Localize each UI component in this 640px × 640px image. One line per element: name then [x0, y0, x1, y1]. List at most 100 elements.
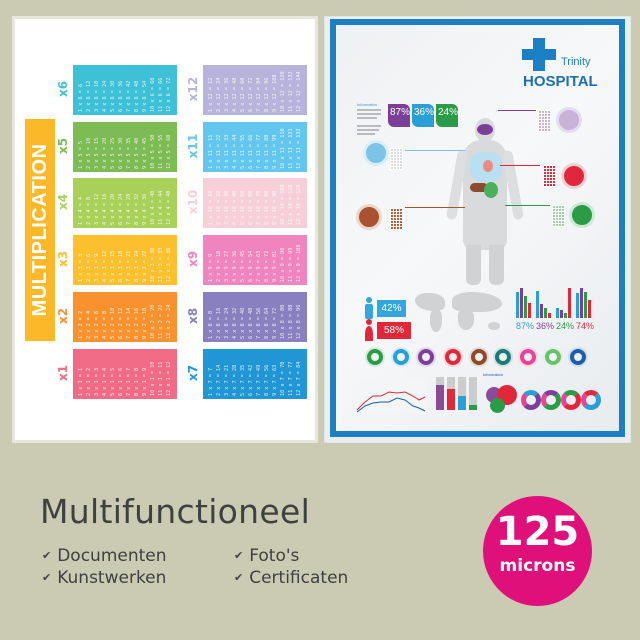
icon-body	[365, 326, 373, 341]
liver-circle-icon	[356, 204, 382, 230]
table-line: 6 x 1 = 6	[118, 367, 124, 396]
table-line: 10 x 4 = 40	[150, 190, 156, 225]
check-icon: ✔	[42, 571, 52, 584]
badge-value: 125	[495, 509, 580, 555]
bar	[520, 288, 523, 318]
table-line: 8 x 7 = 56	[264, 364, 270, 396]
table-line: 9 x 11 = 99	[272, 134, 278, 169]
table-line: 10 x 10 = 100	[280, 184, 286, 225]
table-line: 11 x 1 = 11	[158, 361, 164, 396]
table-label: x5	[56, 137, 70, 155]
table-label: x11	[186, 133, 200, 159]
table-line: 4 x 6 = 24	[102, 80, 108, 112]
table-line: 5 x 12 = 60	[240, 77, 246, 112]
table-line: 10 x 9 = 90	[280, 247, 286, 282]
icon-glyph	[397, 353, 405, 361]
bar-group-percent: 87%	[516, 321, 535, 331]
table-line: 6 x 6 = 36	[118, 80, 124, 112]
bar	[560, 310, 563, 318]
table-line: 6 x 12 = 72	[248, 77, 254, 112]
table-line: 12 x 2 = 24	[166, 304, 172, 339]
table-line: 5 x 8 = 40	[240, 307, 246, 339]
table-line: 3 x 10 = 30	[224, 190, 230, 225]
table-line: 7 x 10 = 70	[256, 190, 262, 225]
table-line: 4 x 9 = 36	[232, 250, 238, 282]
table-line: 9 x 7 = 63	[272, 364, 278, 396]
table-line: 2 x 10 = 20	[216, 190, 222, 225]
table-line: 3 x 1 = 3	[94, 367, 100, 396]
table-line: 10 x 11 = 110	[280, 128, 286, 169]
table-line: 11 x 6 = 66	[158, 77, 164, 112]
bar	[568, 288, 571, 318]
bar	[584, 292, 587, 318]
table-line: 7 x 3 = 21	[126, 250, 132, 282]
icon-glyph	[499, 353, 507, 361]
bar	[580, 288, 583, 318]
bar-group-percent: 24%	[556, 321, 575, 331]
gender-percent: 42%	[377, 300, 406, 317]
table-line: 3 x 9 = 27	[224, 250, 230, 282]
table-line: 11 x 7 = 77	[288, 361, 294, 396]
bar-group-percent: 36%	[536, 321, 555, 331]
lungs-icon	[391, 347, 411, 367]
table-line: 9 x 5 = 45	[142, 137, 148, 169]
table-line: 8 x 6 = 48	[134, 80, 140, 112]
table-line: 1 x 5 = 5	[78, 140, 84, 169]
table-line: 10 x 7 = 70	[280, 361, 286, 396]
donut-chart	[561, 390, 581, 410]
table-line: 5 x 7 = 35	[240, 364, 246, 396]
sleep-icon	[543, 347, 563, 367]
table-line: 9 x 3 = 27	[142, 250, 148, 282]
table-line: 6 x 3 = 18	[118, 250, 124, 282]
bar	[548, 313, 551, 318]
table-line: 4 x 11 = 44	[232, 134, 238, 169]
table-line: 8 x 3 = 24	[134, 250, 140, 282]
table-line: 7 x 1 = 7	[126, 367, 132, 396]
table-line: 12 x 12 = 144	[296, 71, 302, 112]
table-line: 1 x 6 = 6	[78, 83, 84, 112]
table-line: 1 x 12 = 12	[208, 77, 214, 112]
table-line: 10 x 8 = 80	[280, 304, 286, 339]
male-icon	[364, 297, 374, 319]
icon-glyph	[524, 353, 532, 361]
table-line: 5 x 1 = 5	[110, 367, 116, 396]
table-line: 2 x 11 = 22	[216, 134, 222, 169]
table-line: 7 x 4 = 28	[126, 193, 132, 225]
table-line: 1 x 9 = 9	[208, 253, 214, 282]
table-line: 7 x 5 = 35	[126, 137, 132, 169]
table-line: 7 x 8 = 56	[256, 307, 262, 339]
times-table-x11: 1 x 11 = 11 2 x 11 = 22 3 x 11 = 33 4 x 11 …	[203, 122, 307, 172]
table-line: 1 x 7 = 7	[208, 367, 214, 396]
icon-glyph	[422, 353, 430, 361]
table-lines: 1 x 12 = 12 2 x 12 = 24 3 x 12 = 36 4 x 12 …	[203, 65, 307, 115]
heart-circle-icon	[561, 163, 587, 189]
table-line: 7 x 7 = 49	[256, 364, 262, 396]
bar-group-percent: 74%	[576, 321, 595, 331]
info-heading: Information	[357, 102, 378, 107]
stat-tile: 36%	[412, 104, 434, 127]
table-line: 9 x 4 = 36	[142, 193, 148, 225]
table-line: 1 x 3 = 3	[78, 253, 84, 282]
brand-top: Trinity	[561, 56, 591, 68]
table-line: 3 x 3 = 9	[94, 253, 100, 282]
table-line: 1 x 1 = 1	[78, 367, 84, 396]
table-line: 11 x 10 = 110	[288, 184, 294, 225]
donut-chart	[581, 390, 601, 410]
bar	[528, 303, 531, 318]
poster-title: MULTIPLICATION	[29, 143, 51, 317]
badge-unit: microns	[499, 556, 576, 576]
bar-group	[576, 287, 592, 318]
stomach-circle-icon	[569, 202, 595, 228]
table-label: x7	[186, 364, 200, 382]
table-line: 12 x 4 = 48	[166, 190, 172, 225]
icon-glyph	[449, 353, 457, 361]
thickness-badge: 125 microns	[483, 496, 592, 606]
lungs-circle-icon	[363, 140, 389, 166]
